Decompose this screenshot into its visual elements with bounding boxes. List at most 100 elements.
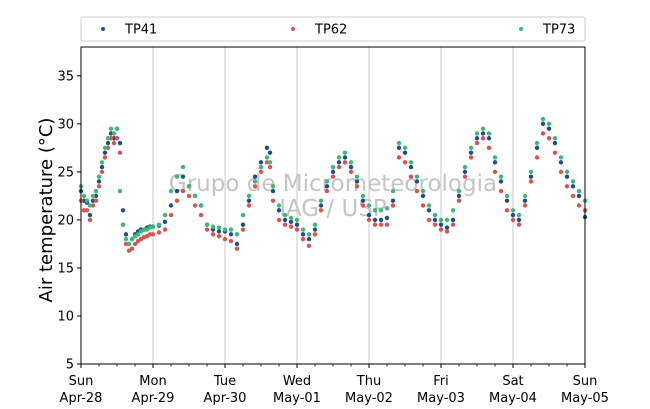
data-point [210,232,216,237]
data-point [468,145,474,151]
x-tick-label-date: May-02 [345,391,393,406]
data-point [186,193,192,199]
data-point [486,136,492,141]
data-point [426,208,432,213]
data-point [432,222,438,227]
data-point [402,160,408,165]
data-point [96,179,102,184]
data-point [264,145,270,151]
data-point [276,217,282,223]
data-point [534,145,540,151]
data-point [129,236,135,242]
data-point [480,136,486,141]
data-point [84,198,90,203]
x-tick-label-day: Sun [573,374,598,389]
data-point [174,188,180,194]
data-point [354,179,360,184]
data-point [480,126,486,131]
data-point [336,155,342,160]
data-point [198,212,204,218]
data-point [486,145,492,151]
data-point [156,222,162,227]
data-point [87,217,93,223]
data-point [336,164,342,170]
x-tick-label-day: Tue [213,374,236,389]
data-point [168,188,174,194]
data-point [504,193,510,199]
data-point [390,188,396,194]
data-point [240,227,246,232]
data-point [444,229,450,234]
data-point [564,184,570,189]
data-point [444,217,450,223]
data-point [348,160,354,165]
data-point [258,164,264,170]
data-point [354,174,360,179]
data-point [576,188,582,194]
data-point [192,193,198,199]
data-point [324,184,330,189]
data-point [396,145,402,151]
data-point [123,236,129,242]
data-point [384,222,390,227]
data-point [312,232,318,237]
data-point [168,203,174,208]
data-point [81,193,87,199]
y-tick-label: 20 [57,213,74,228]
data-point [342,160,348,165]
y-axis: 5 10 15 20 25 30 35 [57,69,81,373]
data-point [216,229,222,234]
data-point [360,193,366,199]
y-tick-label: 35 [57,69,74,84]
data-point [252,174,258,179]
x-tick-label-date: May-03 [417,391,465,406]
data-point [402,150,408,155]
data-point [150,232,156,237]
data-point [216,225,222,230]
data-point [432,212,438,218]
data-point [330,174,336,179]
data-point [414,174,420,179]
data-point [354,184,360,189]
legend-marker-TP41 [101,27,105,31]
data-point [330,169,336,175]
data-point [456,193,462,199]
data-point [252,184,258,189]
data-point [174,198,180,203]
data-point [114,136,120,141]
data-point [522,193,528,199]
data-point [528,169,534,175]
data-point [528,179,534,184]
data-point [267,150,273,155]
data-point [162,212,168,218]
series-TP41 [78,121,588,247]
data-point [408,164,414,170]
data-point [510,212,516,218]
x-tick-label-date: May-05 [561,391,609,406]
data-point [129,246,135,251]
data-point [540,121,546,127]
legend-marker-TP73 [519,27,523,31]
x-tick-label-day: Sun [69,374,94,389]
data-point [564,169,570,175]
data-point [204,222,210,227]
x-tick-label-day: Wed [283,374,311,389]
data-point [450,208,456,213]
x-tick-label-date: May-04 [489,391,537,406]
data-point [222,236,228,242]
data-point [267,164,273,170]
data-point [420,193,426,199]
data-point [552,150,558,155]
data-point [228,227,234,232]
data-point [87,203,93,208]
data-point [324,179,330,184]
data-point [312,222,318,227]
data-point [294,222,300,227]
data-point [117,140,123,146]
data-point [414,188,420,194]
data-point [90,193,96,199]
data-point [474,131,480,136]
data-point [510,208,516,213]
y-tick-label: 25 [57,165,74,180]
